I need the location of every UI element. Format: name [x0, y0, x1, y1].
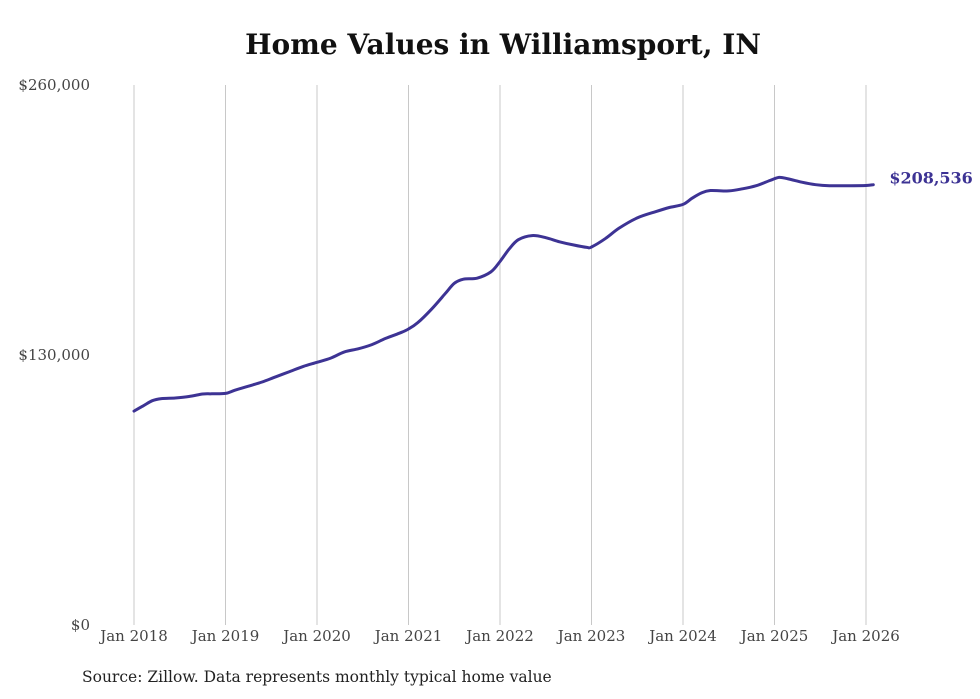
x-tick-label: Jan 2022: [464, 627, 534, 645]
x-tick-label: Jan 2024: [647, 627, 717, 645]
source-note: Source: Zillow. Data represents monthly …: [82, 668, 552, 686]
end-value-label: $208,536: [889, 169, 973, 188]
x-tick-label: Jan 2021: [373, 627, 443, 645]
y-tick-label: $130,000: [18, 346, 90, 364]
chart-title: Home Values in Williamsport, IN: [245, 28, 761, 61]
x-tick-label: Jan 2026: [830, 627, 900, 645]
x-tick-label: Jan 2019: [190, 627, 260, 645]
y-tick-label: $260,000: [18, 76, 90, 94]
y-tick-label: $0: [71, 616, 90, 634]
x-tick-label: Jan 2023: [556, 627, 626, 645]
x-tick-label: Jan 2020: [281, 627, 351, 645]
x-tick-label: Jan 2018: [98, 627, 168, 645]
series-line: [132, 175, 875, 413]
x-tick-label: Jan 2025: [739, 627, 809, 645]
